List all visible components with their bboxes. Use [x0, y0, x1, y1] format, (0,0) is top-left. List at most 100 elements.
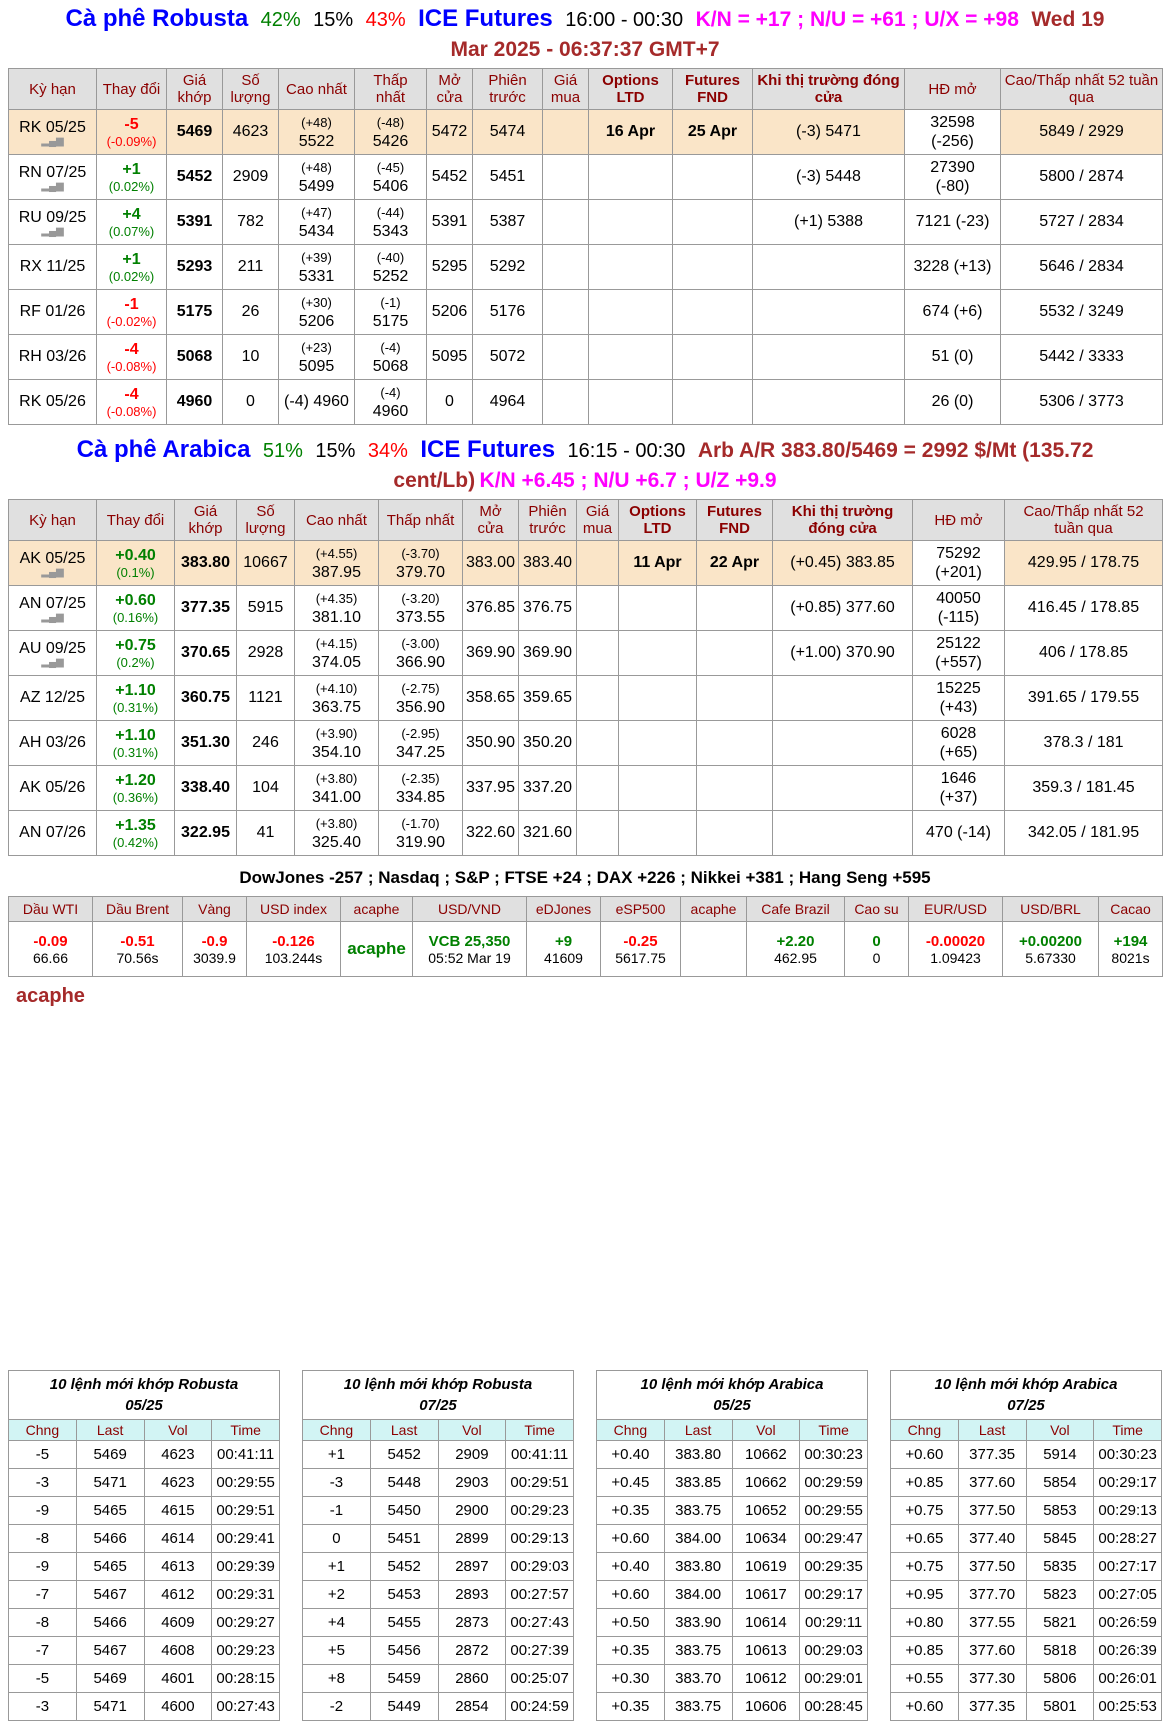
order-row: +0.95 377.70 5823 00:27:05 [890, 1580, 1162, 1609]
chng-cell: +0.40 [596, 1440, 665, 1469]
chart-icon[interactable]: ▂▄▆ [41, 136, 64, 148]
futures-row: RK 05/25 ▂▄▆ -5 (-0.09%) 5469 4623 (+48) 5522 (-… [8, 109, 1163, 155]
orders-col-header: Time [505, 1419, 574, 1441]
last-price-cell: 338.40 [174, 765, 237, 811]
column-header: Giá mua [542, 68, 589, 110]
vol-cell: 2903 [437, 1468, 507, 1497]
last-price-cell: 5391 [166, 199, 223, 245]
futures-row: RK 05/26 -4 (-0.08%) 4960 0 (-4) 4960 (-4) 4960… [8, 379, 1163, 425]
change-value: +0.40 [115, 546, 156, 564]
change-cell: +1.20 (0.36%) [96, 765, 175, 811]
index-value: 05:52 Mar 19 [428, 949, 511, 966]
previous-session-cell: 337.20 [518, 765, 577, 811]
change-percent: (0.02%) [108, 178, 155, 194]
index-change: +2.20 [776, 932, 815, 950]
vol-cell: 10619 [731, 1552, 801, 1581]
low-cell: (-44) 5343 [354, 199, 427, 245]
volume-cell: 211 [222, 244, 279, 290]
exchange-label-2: ICE Futures [420, 436, 556, 463]
vol-cell: 5821 [1025, 1608, 1095, 1637]
index-header: Cacao [1098, 896, 1163, 922]
robusta-headline: Cà phê Robusta 42% 15% 43% ICE Futures 1… [0, 4, 1170, 34]
high-cell: (+23) 5095 [278, 334, 355, 380]
time-cell: 00:26:39 [1093, 1636, 1162, 1665]
previous-session-cell: 359.65 [518, 675, 577, 721]
chng-cell: -9 [8, 1496, 77, 1525]
contract-label: AK 05/25 [19, 549, 86, 567]
chng-cell: +1 [302, 1440, 371, 1469]
options-ltd-cell [618, 720, 697, 766]
change-cell: -1 (-0.02%) [96, 289, 167, 335]
contract-label: RX 11/25 [19, 258, 86, 276]
last-cell: 5452 [369, 1552, 439, 1581]
change-percent: (0.42%) [112, 834, 159, 850]
time-cell: 00:29:23 [211, 1636, 280, 1665]
contract-label: AZ 12/25 [20, 689, 85, 707]
chng-cell: -5 [8, 1664, 77, 1693]
range-52w-cell: 5306 / 3773 [1000, 379, 1163, 425]
market-close-cell [752, 334, 905, 380]
open-cell: 369.90 [462, 630, 519, 676]
time-cell: 00:27:57 [505, 1580, 574, 1609]
world-indices-line: DowJones -257 ; Nasdaq ; S&P ; FTSE +24 … [239, 868, 931, 887]
vol-cell: 5818 [1025, 1636, 1095, 1665]
last-cell: 383.75 [663, 1496, 733, 1525]
volume-cell: 26 [222, 289, 279, 335]
orders-header-row: Chng Last Vol Time [302, 1419, 574, 1441]
time-cell: 00:29:01 [799, 1664, 868, 1693]
exchange-label: ICE Futures [418, 5, 553, 32]
chart-icon[interactable]: ▂▄▆ [41, 181, 64, 193]
change-value: +1 [122, 160, 141, 178]
last-cell: 5451 [369, 1524, 439, 1553]
chng-cell: -9 [8, 1552, 77, 1581]
arabica-pct-down: 34% [367, 440, 408, 462]
weekday-label: Wed 19 [1031, 8, 1105, 31]
chart-icon[interactable]: ▂▄▆ [41, 226, 64, 238]
order-row: +0.85 377.60 5854 00:29:17 [890, 1468, 1162, 1497]
bid-cell [576, 585, 619, 631]
change-percent: (0.31%) [112, 744, 159, 760]
order-row: +0.50 383.90 10614 00:29:11 [596, 1608, 868, 1637]
vol-cell: 5853 [1025, 1496, 1095, 1525]
vol-cell: 10612 [731, 1664, 801, 1693]
contract-label: RF 01/26 [19, 303, 86, 321]
order-row: +2 5453 2893 00:27:57 [302, 1580, 574, 1609]
last-cell: 5469 [75, 1664, 145, 1693]
market-close-cell: (+0.85) 377.60 [772, 585, 913, 631]
order-row: +0.65 377.40 5845 00:28:27 [890, 1524, 1162, 1553]
volume-cell: 0 [222, 379, 279, 425]
vol-cell: 2897 [437, 1552, 507, 1581]
orders-col-header: Time [211, 1419, 280, 1441]
index-change: VCB 25,350 [428, 932, 511, 950]
futures-fnd-cell [672, 154, 753, 200]
chart-icon[interactable]: ▂▄▆ [41, 612, 64, 624]
vol-cell: 5845 [1025, 1524, 1095, 1553]
chart-icon[interactable]: ▂▄▆ [41, 567, 64, 579]
datetime-line: Mar 2025 - 06:37:37 GMT+7 [0, 38, 1170, 62]
last-cell: 5449 [369, 1692, 439, 1721]
time-cell: 00:29:31 [211, 1580, 280, 1609]
open-interest-cell: 15225 (+43) [912, 675, 1005, 721]
order-row: -7 5467 4608 00:29:23 [8, 1636, 280, 1665]
order-row: +0.35 383.75 10613 00:29:03 [596, 1636, 868, 1665]
bid-cell [542, 334, 589, 380]
options-ltd-cell: 16 Apr [588, 109, 673, 155]
volume-cell: 104 [236, 765, 295, 811]
chng-cell: +0.95 [890, 1580, 959, 1609]
orders-table: 10 lệnh mới khớp Robusta 05/25 Chng Last Vol… [8, 1370, 280, 1721]
orders-col-header: Last [663, 1419, 733, 1441]
time-cell: 00:24:59 [505, 1692, 574, 1721]
chart-icon[interactable]: ▂▄▆ [41, 657, 64, 669]
vol-cell: 5823 [1025, 1580, 1095, 1609]
time-cell: 00:27:39 [505, 1636, 574, 1665]
range-52w-cell: 5800 / 2874 [1000, 154, 1163, 200]
volume-cell: 782 [222, 199, 279, 245]
order-row: +0.60 377.35 5801 00:25:53 [890, 1692, 1162, 1721]
order-row: -3 5448 2903 00:29:51 [302, 1468, 574, 1497]
volume-cell: 1121 [236, 675, 295, 721]
arabica-pct-up: 51% [262, 440, 303, 462]
market-close-cell [752, 244, 905, 290]
vol-cell: 4623 [143, 1440, 213, 1469]
last-price-cell: 377.35 [174, 585, 237, 631]
arabica-spreads: K/N +6.45 ; N/U +6.7 ; U/Z +9.9 [479, 469, 777, 492]
